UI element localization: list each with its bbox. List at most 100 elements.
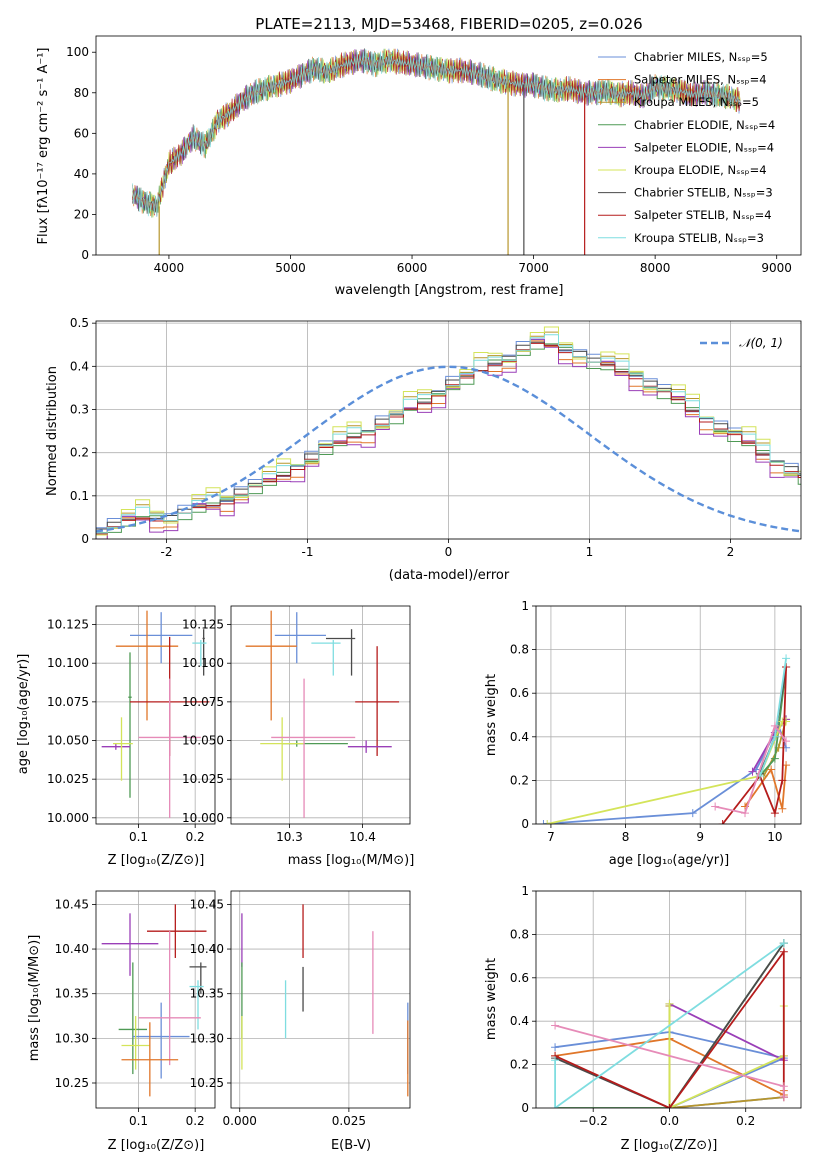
normal-reference-curve — [96, 365, 801, 533]
spectrum-series-line — [132, 49, 741, 217]
spectrum-title: PLATE=2113, MJD=53468, FIBERID=0205, z=0… — [255, 15, 642, 33]
legend-label: Salpeter MILES, Nₛₛₚ=4 — [634, 73, 767, 87]
mass_vs_Z-errorbars — [101, 904, 207, 1097]
age_vs_mass-xtick-label: 10.4 — [349, 830, 376, 844]
age_vs_Z-ytick-label: 10.075 — [47, 695, 89, 709]
weight_vs_age-marker — [767, 765, 776, 774]
weight_vs_Z-marker — [779, 1093, 788, 1102]
residual-steps — [96, 326, 801, 539]
weight_vs_Z-marker — [779, 947, 788, 956]
legend-label: Kroupa STELIB, Nₛₛₚ=3 — [634, 231, 764, 245]
residuals-frame — [95, 320, 802, 540]
weight_vs_Z-marker — [551, 1056, 560, 1065]
weight_vs_Z-xtick-label: 0.0 — [660, 1114, 679, 1128]
legend-label: Salpeter ELODIE, Nₛₛₚ=4 — [634, 140, 774, 154]
weight_vs_age-marker — [539, 820, 548, 824]
weight_vs_Z-series-line — [554, 942, 785, 1108]
weight_vs_Z-lines — [551, 939, 788, 1108]
weight_vs_age-ytick-label: 0.6 — [510, 686, 529, 700]
spectrum-axes: 4000 5000 6000 7000 8000 9000 0 20 40 60 80 100 — [66, 45, 792, 275]
weight_vs_Z-marker — [665, 999, 674, 1008]
weight_vs_Z-marker — [665, 1104, 674, 1108]
age_vs_mass-errorbars — [245, 610, 400, 818]
weight_vs_age-marker — [770, 721, 779, 730]
weight_vs_Z-ytick-label: 0.8 — [510, 927, 529, 941]
spectrum-ytick-label: 80 — [74, 86, 89, 100]
age_vs_mass-ytick-label: 10.100 — [182, 656, 224, 670]
age-z-ylabel: age [log₁₀(age/yr)] — [16, 654, 31, 775]
mass-z-xlabel: Z [log₁₀(Z/Z⊙)] — [108, 1138, 205, 1153]
weight_vs_age-ytick-label: 0.2 — [510, 773, 529, 787]
weight_vs_age-marker — [718, 820, 727, 824]
residuals-xtick-label: -1 — [302, 545, 314, 559]
residuals-ytick-label: 0.5 — [70, 316, 89, 330]
weight_vs_age-ytick-label: 0.8 — [510, 643, 529, 657]
spectrum-xlabel: wavelength [Angstrom, rest frame] — [335, 283, 564, 298]
legend-label: Salpeter STELIB, Nₛₛₚ=4 — [634, 208, 772, 222]
mass_vs_ebv-xtick-label: 0.025 — [332, 1114, 366, 1128]
weight_vs_Z-series-line — [554, 942, 785, 1108]
age_vs_Z-xtick-label: 0.2 — [186, 830, 205, 844]
spectrum-ylabel: Flux [fλ10⁻¹⁷ erg cm⁻² s⁻¹ A⁻¹] — [36, 48, 51, 245]
weight_vs_age-marker — [778, 804, 787, 813]
mass_vs_Z-axes: 0.1 0.2 10.25 10.30 10.35 10.40 10.45 — [55, 891, 215, 1128]
age_vs_Z-ytick-label: 10.050 — [47, 734, 89, 748]
mass_vs_ebv-ytick-label: 10.30 — [190, 1031, 224, 1045]
weight_vs_age-marker — [778, 776, 787, 785]
weight_vs_Z-ytick-label: 0.6 — [510, 971, 529, 985]
age_vs_Z-ytick-label: 10.100 — [47, 656, 89, 670]
age_vs_Z-axes: 0.1 0.2 10.000 10.025 10.050 10.075 10.100 10.1… — [47, 606, 215, 844]
weight_vs_age-ytick-label: 1 — [521, 599, 529, 613]
age_vs_Z-ytick-label: 10.000 — [47, 811, 89, 825]
mass-z-ylabel: mass [log₁₀(M/M⊙)] — [27, 935, 42, 1062]
residuals-ylabel: Normed distribution — [45, 366, 60, 496]
mass_vs_Z-ytick-label: 10.40 — [55, 942, 89, 956]
spectrum-lines — [132, 48, 741, 255]
mass_vs_Z-xtick-label: 0.1 — [129, 1114, 148, 1128]
spectrum-ytick-label: 40 — [74, 167, 89, 181]
weight_vs_age-marker — [782, 654, 791, 663]
legend-label: Chabrier STELIB, Nₛₛₚ=3 — [634, 186, 773, 200]
weight_vs_age-marker — [770, 732, 779, 741]
spectrum-ytick-label: 60 — [74, 126, 89, 140]
residual-histogram-step — [96, 334, 801, 534]
mass_vs_Z-ytick-label: 10.45 — [55, 897, 89, 911]
spectrum-xtick-label: 5000 — [275, 261, 306, 275]
age_vs_mass-axes: 10.3 10.4 10.000 10.025 10.050 10.075 10.100 10… — [182, 606, 410, 844]
spectrum-legend: Chabrier MILES, Nₛₛₚ=5 Salpeter MILES, Nₛ… — [598, 50, 775, 245]
residuals-ytick-label: 0 — [81, 532, 89, 546]
mass_vs_ebv-xtick-label: 0.000 — [223, 1114, 257, 1128]
age_vs_Z-xtick-label: 0.1 — [129, 830, 148, 844]
weight-z-ylabel: mass weight — [484, 958, 499, 1040]
spectrum-xtick-label: 8000 — [640, 261, 671, 275]
legend-label: Chabrier ELODIE, Nₛₛₚ=4 — [634, 118, 775, 132]
weight_vs_age-marker — [688, 809, 697, 818]
weight-age-ylabel: mass weight — [484, 674, 499, 756]
weight_vs_Z-series-line — [554, 949, 785, 1108]
age_vs_mass-ytick-label: 10.050 — [182, 734, 224, 748]
weight_vs_age-xtick-label: 8 — [622, 830, 630, 844]
mass_vs_ebv-frame — [230, 890, 411, 1109]
weight_vs_age-marker — [782, 737, 791, 746]
age_vs_mass-ytick-label: 10.075 — [182, 695, 224, 709]
residuals-ytick-label: 0.1 — [70, 489, 89, 503]
spectrum-xtick-label: 9000 — [761, 261, 792, 275]
weight_vs_age-marker — [741, 809, 750, 818]
age_vs_mass-xtick-label: 10.3 — [276, 830, 303, 844]
weight_vs_Z-xtick-label: 0.2 — [736, 1114, 755, 1128]
weight_vs_Z-ytick-label: 1 — [521, 884, 529, 898]
age_vs_mass-ytick-label: 10.000 — [182, 811, 224, 825]
mass_vs_Z-ytick-label: 10.30 — [55, 1031, 89, 1045]
age_vs_mass-frame — [230, 605, 411, 825]
weight_vs_Z-marker — [779, 1082, 788, 1091]
residuals-ytick-label: 0.3 — [70, 402, 89, 416]
residual-legend-label: 𝒩(0, 1) — [739, 336, 783, 350]
mass_vs_ebv-ytick-label: 10.45 — [190, 897, 224, 911]
weight_vs_Z-marker — [779, 939, 788, 948]
mass-ebv-xlabel: E(B-V) — [331, 1138, 371, 1153]
weight_vs_age-ytick-label: 0 — [521, 817, 529, 831]
weight_vs_Z-marker — [551, 1043, 560, 1052]
weight_vs_Z-marker — [551, 1021, 560, 1030]
residuals-ytick-label: 0.4 — [70, 359, 89, 373]
